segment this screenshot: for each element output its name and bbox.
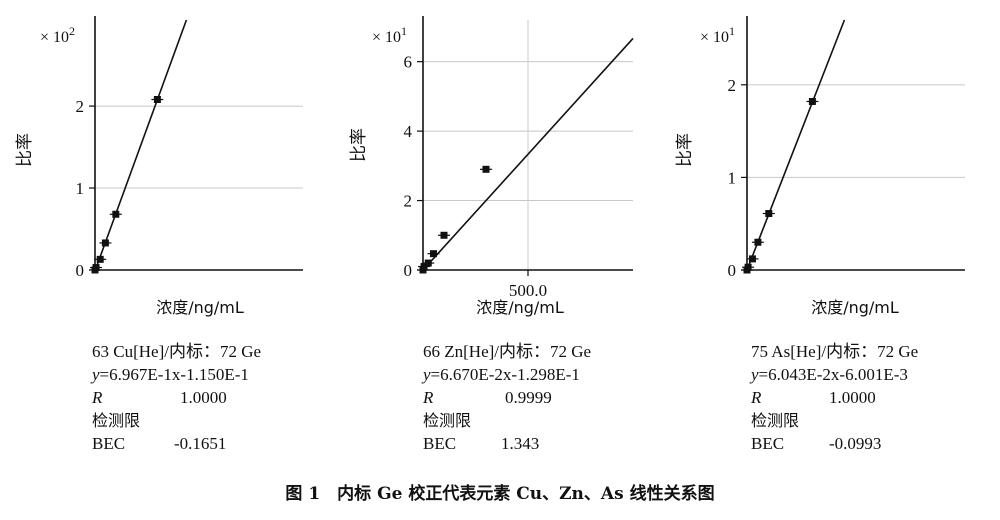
y-tick-label: 1	[728, 168, 737, 187]
y-tick-label: 4	[404, 122, 413, 141]
info-zn: 66 Zn[He]/内标：72 Ge y =6.670E-2x-1.298E-1 …	[423, 340, 591, 455]
info-lod: 检测限	[92, 411, 141, 430]
data-point	[94, 255, 107, 263]
axis-multiplier: × 101	[700, 24, 735, 46]
info-equation: y =6.670E-2x-1.298E-1	[423, 363, 591, 386]
axis-multiplier: × 102	[40, 24, 75, 46]
bec-label: BEC	[423, 434, 457, 453]
data-point-marker	[92, 264, 100, 272]
fit-line	[422, 37, 634, 271]
data-point-marker	[748, 255, 756, 263]
y-tick-label: 0	[404, 261, 413, 280]
bec-value: -0.0993	[829, 434, 882, 453]
info-lod: 检测限	[751, 411, 800, 430]
r-value: 0.9999	[505, 388, 552, 407]
r-value: 1.0000	[829, 388, 876, 407]
data-point	[109, 210, 122, 218]
info-r: R 0.9999	[423, 386, 591, 409]
info-as: 75 As[He]/内标：72 Ge y =6.043E-2x-6.001E-3 …	[751, 340, 918, 455]
y-tick-label: 2	[728, 76, 737, 95]
y-tick-label: 0	[76, 261, 85, 280]
info-equation: y =6.967E-1x-1.150E-1	[92, 363, 261, 386]
bec-label: BEC	[751, 434, 785, 453]
data-point-marker	[482, 165, 490, 173]
data-point	[751, 238, 764, 246]
data-point	[480, 165, 492, 173]
y-axis-label: 比率	[349, 128, 369, 162]
info-r: R 1.0000	[92, 386, 261, 409]
equation-y: y	[423, 365, 431, 384]
x-tick-label: 500.0	[509, 281, 547, 300]
data-point-marker	[424, 259, 432, 267]
bec-value: 1.343	[501, 434, 540, 453]
equation-text: =6.670E-2x-1.298E-1	[430, 365, 580, 384]
data-point-marker	[754, 238, 762, 246]
data-point-marker	[96, 255, 104, 263]
x-axis-label: 浓度/ng/mL	[811, 298, 899, 317]
data-point-marker	[420, 263, 428, 271]
data-point	[422, 259, 435, 267]
info-bec: BEC 1.343	[423, 432, 591, 455]
y-axis-label: 比率	[675, 133, 695, 167]
data-point	[806, 97, 819, 105]
data-point-marker	[765, 210, 773, 218]
y-tick-label: 6	[404, 53, 413, 72]
info-bec: BEC -0.1651	[92, 432, 261, 455]
equation-y: y	[751, 365, 759, 384]
info-element-line: 66 Zn[He]/内标：72 Ge	[423, 342, 592, 361]
x-axis-label: 浓度/ng/mL	[476, 298, 564, 317]
y-tick-label: 2	[76, 97, 85, 116]
x-axis-label: 浓度/ng/mL	[156, 298, 244, 317]
fit-line	[94, 19, 188, 271]
r-label: R	[92, 388, 103, 407]
data-point-marker	[440, 231, 448, 239]
y-tick-label: 0	[728, 261, 737, 280]
info-equation: y =6.043E-2x-6.001E-3	[751, 363, 918, 386]
data-point-marker	[153, 96, 161, 104]
data-point	[438, 231, 450, 239]
equation-text: =6.043E-2x-6.001E-3	[758, 365, 908, 384]
y-tick-label: 2	[404, 192, 413, 211]
data-point	[99, 239, 112, 247]
r-label: R	[423, 388, 434, 407]
y-axis-label: 比率	[15, 133, 35, 167]
y-tick-label: 1	[76, 179, 85, 198]
data-point	[427, 250, 440, 258]
data-point	[90, 264, 103, 272]
r-value: 1.0000	[180, 388, 227, 407]
fit-line	[746, 19, 846, 271]
data-point	[762, 210, 775, 218]
data-point	[151, 96, 164, 104]
equation-text: =6.967E-1x-1.150E-1	[99, 365, 249, 384]
info-cu: 63 Cu[He]/内标：72 Ge y =6.967E-1x-1.150E-1 …	[92, 340, 261, 455]
info-bec: BEC -0.0993	[751, 432, 918, 455]
data-point	[742, 263, 755, 271]
info-r: R 1.0000	[751, 386, 918, 409]
equation-y: y	[92, 365, 100, 384]
info-element-line: 63 Cu[He]/内标：72 Ge	[92, 342, 262, 361]
r-label: R	[751, 388, 762, 407]
data-point-marker	[101, 239, 109, 247]
bec-label: BEC	[92, 434, 126, 453]
data-point-marker	[430, 250, 437, 258]
axis-multiplier: × 101	[372, 24, 407, 46]
figure-caption: 图 1 内标 Ge 校正代表元素 Cu、Zn、As 线性关系图	[285, 484, 715, 504]
info-element-line: 75 As[He]/内标：72 Ge	[751, 342, 919, 361]
info-lod: 检测限	[423, 411, 472, 430]
data-point-marker	[744, 263, 752, 271]
bec-value: -0.1651	[174, 434, 227, 453]
data-point-marker	[112, 210, 120, 218]
data-point	[746, 255, 759, 263]
data-point-marker	[808, 97, 816, 105]
